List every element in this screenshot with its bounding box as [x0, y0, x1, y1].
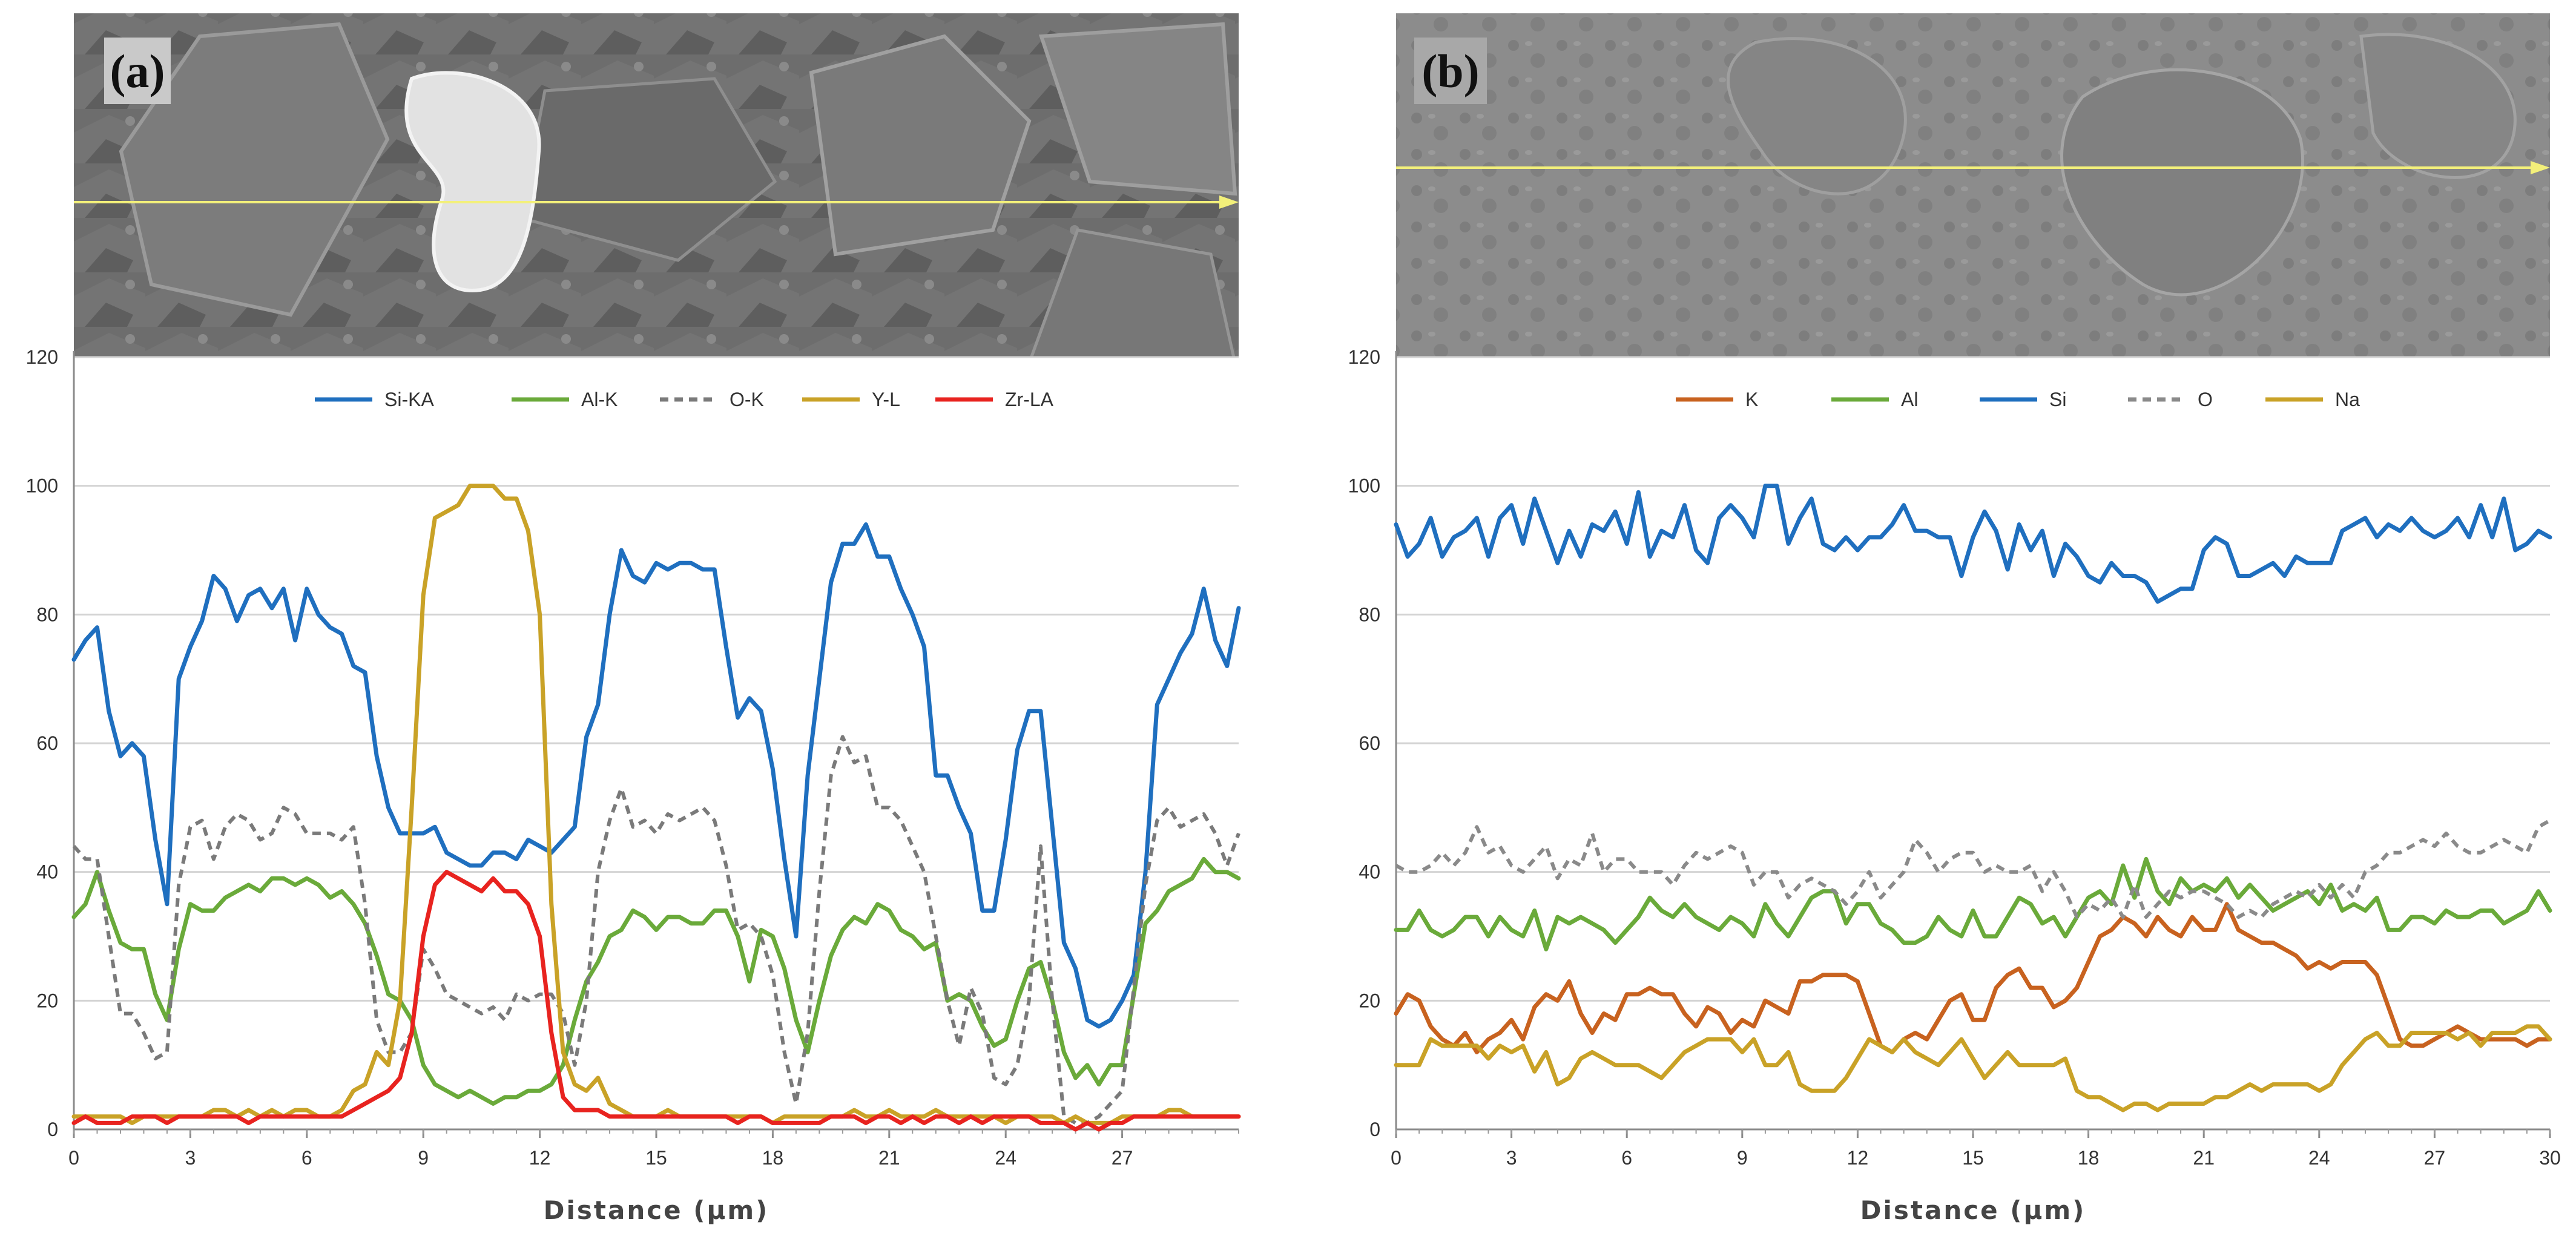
x-tick-label: 27	[2424, 1147, 2446, 1169]
y-tick-label: 100	[26, 475, 58, 497]
x-tick-label: 3	[1506, 1147, 1517, 1169]
x-tick-label: 0	[68, 1147, 79, 1169]
y-tick-label: 20	[1359, 990, 1380, 1011]
legend-label-al-k: Al-K	[581, 389, 618, 410]
x-tick-label: 15	[645, 1147, 667, 1169]
x-tick-label: 6	[1621, 1147, 1632, 1169]
y-tick-label: 40	[36, 861, 58, 883]
legend-label-zr-la: Zr-LA	[1005, 389, 1054, 410]
legend-label-na: Na	[2335, 389, 2360, 410]
legend-label-o-k: O-K	[730, 389, 764, 410]
y-tick-label: 120	[1348, 346, 1380, 368]
x-tick-label: 30	[2539, 1147, 2561, 1169]
bright-grain-a	[404, 71, 541, 293]
x-tick-label: 24	[2308, 1147, 2330, 1169]
series-line-si-ka	[71, 522, 1241, 1029]
series-line-o	[1395, 818, 2551, 919]
x-tick-label: 24	[995, 1147, 1016, 1169]
y-tick-label: 80	[36, 603, 58, 625]
x-tick-label: 0	[1391, 1147, 1402, 1169]
y-tick-label: 80	[1359, 603, 1380, 625]
y-tick-label: 120	[26, 346, 58, 368]
x-tick-label: 12	[1847, 1147, 1869, 1169]
series-line-zr-la	[71, 870, 1241, 1132]
x-tick-label: 9	[1737, 1147, 1748, 1169]
x-tick-label: 9	[418, 1147, 429, 1169]
y-tick-label: 0	[47, 1119, 58, 1140]
micrograph-b: (b)	[1396, 13, 2550, 362]
line-chart-a: 0 20 40 60 80 100 120 0 3 6 9 12 15 18 21 24 27 Distance …	[26, 346, 1241, 1225]
x-tick-label: 6	[301, 1147, 312, 1169]
x-tick-label: 21	[2193, 1147, 2215, 1169]
legend-label-si-ka: Si-KA	[384, 389, 434, 410]
x-tick-label: 3	[185, 1147, 196, 1169]
micrograph-a: (a)	[74, 13, 1239, 365]
legend-label-al: Al	[1901, 389, 1918, 410]
scan-arrow-a	[1219, 195, 1239, 209]
y-tick-label: 20	[36, 990, 58, 1011]
line-chart-b: 0 20 40 60 80 100 120 0 3 6 9 12 15 18 21 24 27 30 Distanc…	[1348, 346, 2561, 1225]
legend-label-y-l: Y-L	[872, 389, 900, 410]
x-axis-title: Distance (µm)	[1860, 1195, 2086, 1225]
legend-label-k: K	[1745, 389, 1758, 410]
y-tick-label: 0	[1369, 1119, 1380, 1140]
legend-label-o: O	[2198, 389, 2213, 410]
series-line-al-k	[71, 856, 1241, 1106]
y-tick-label: 40	[1359, 861, 1380, 883]
x-tick-label: 21	[878, 1147, 900, 1169]
y-tick-label: 100	[1348, 475, 1380, 497]
series-line-na	[1394, 1024, 2552, 1112]
series-line-al	[1394, 856, 2552, 951]
panel-label-b: (b)	[1421, 45, 1479, 97]
legend-label-si: Si	[2049, 389, 2066, 410]
panel-label-a: (a)	[110, 45, 165, 97]
series-line-k	[1394, 902, 2552, 1054]
x-axis-title: Distance (µm)	[544, 1195, 769, 1225]
x-tick-label: 18	[2078, 1147, 2100, 1169]
x-tick-label: 12	[529, 1147, 551, 1169]
x-tick-label: 27	[1112, 1147, 1133, 1169]
y-tick-label: 60	[1359, 732, 1380, 754]
x-tick-label: 15	[1962, 1147, 1984, 1169]
y-tick-label: 60	[36, 732, 58, 754]
x-tick-label: 18	[762, 1147, 784, 1169]
series-line-o-k	[72, 735, 1240, 1125]
scan-arrow-b	[2531, 161, 2550, 174]
series-line-si	[1394, 484, 2552, 604]
